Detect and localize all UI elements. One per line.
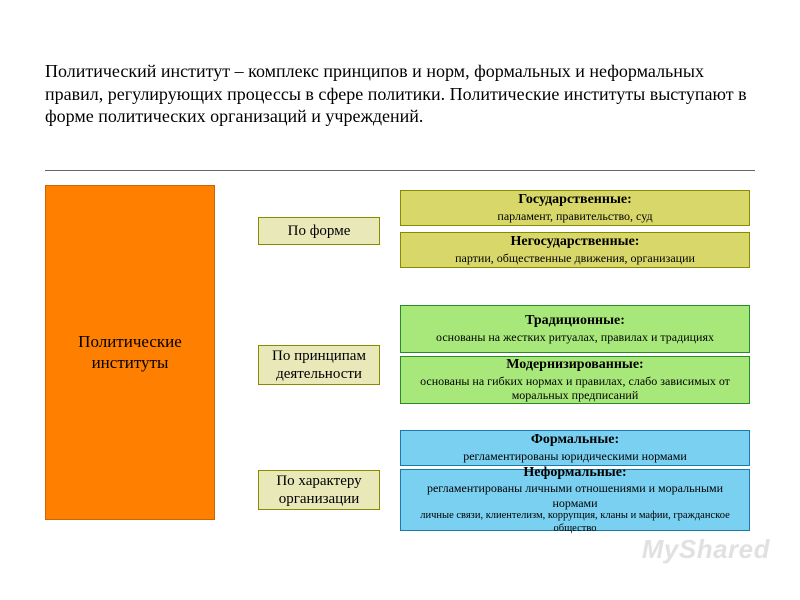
- category-label: По принципам деятельности: [265, 347, 373, 383]
- detail-sub: партии, общественные движения, организац…: [455, 251, 695, 265]
- category-box-2: По характеру организации: [258, 470, 380, 510]
- main-institutes-box: Политические институты: [45, 185, 215, 520]
- detail-tiny: личные связи, клиентелизм, коррупция, кл…: [407, 510, 743, 535]
- detail-sub: регламентированы личными отношениями и м…: [407, 481, 743, 510]
- category-box-1: По принципам деятельности: [258, 345, 380, 385]
- detail-head: Модернизированные:: [506, 357, 643, 374]
- detail-head: Негосударственные:: [511, 234, 640, 251]
- detail-head: Неформальные:: [523, 465, 626, 482]
- detail-box-0: Государственные:парламент, правительство…: [400, 190, 750, 226]
- detail-box-3: Модернизированные:основаны на гибких нор…: [400, 356, 750, 404]
- detail-sub: основаны на гибких нормах и правилах, сл…: [407, 374, 743, 403]
- detail-box-2: Традиционные:основаны на жестких ритуала…: [400, 305, 750, 353]
- detail-head: Формальные:: [531, 432, 619, 449]
- detail-box-1: Негосударственные:партии, общественные д…: [400, 232, 750, 268]
- detail-sub: парламент, правительство, суд: [497, 209, 652, 223]
- title-underline: [45, 170, 755, 171]
- detail-box-5: Неформальные:регламентированы личными от…: [400, 469, 750, 531]
- watermark: MyShared: [642, 534, 770, 565]
- page-title: Политический институт – комплекс принцип…: [45, 60, 755, 128]
- main-label: Политические институты: [52, 332, 208, 373]
- category-label: По характеру организации: [265, 472, 373, 508]
- detail-sub: основаны на жестких ритуалах, правилах и…: [436, 330, 714, 344]
- detail-head: Традиционные:: [525, 313, 625, 330]
- detail-sub: регламентированы юридическими нормами: [463, 449, 687, 463]
- detail-box-4: Формальные:регламентированы юридическими…: [400, 430, 750, 466]
- detail-head: Государственные:: [518, 192, 632, 209]
- category-label: По форме: [288, 222, 351, 240]
- category-box-0: По форме: [258, 217, 380, 245]
